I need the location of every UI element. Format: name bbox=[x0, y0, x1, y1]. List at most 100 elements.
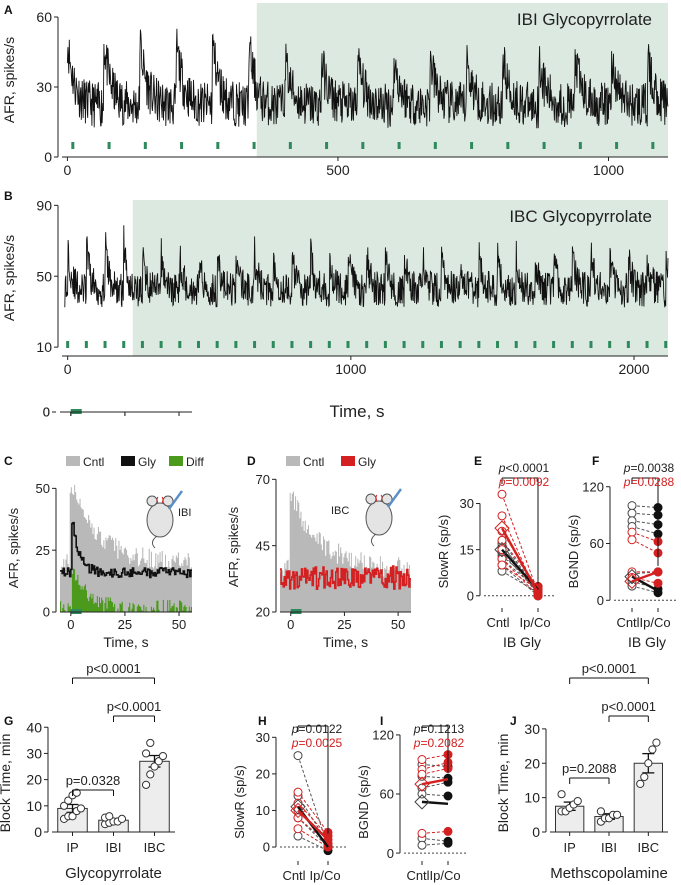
x-tick-label: 50 bbox=[172, 617, 186, 632]
y-tick-label: 20 bbox=[256, 767, 270, 782]
stimulus-marker bbox=[578, 142, 582, 149]
legend-label: Cntl bbox=[83, 455, 104, 469]
pair-line-black bbox=[501, 558, 539, 591]
y-axis-label: BGND (sp/s) bbox=[356, 765, 371, 839]
data-point bbox=[76, 804, 86, 813]
y-tick-label: 60 bbox=[590, 536, 604, 551]
stimulus-marker bbox=[589, 341, 593, 348]
x-category-label: IP bbox=[66, 840, 78, 855]
afr-trace bbox=[64, 225, 669, 308]
stimulus-marker bbox=[533, 341, 537, 348]
y-tick-label: 30 bbox=[256, 730, 270, 745]
stimulus-marker bbox=[346, 341, 350, 348]
data-point bbox=[64, 796, 73, 805]
x-axis-title: Time, s bbox=[103, 634, 148, 650]
x-category-label: IBC bbox=[144, 840, 166, 855]
y-axis-label: SlowR (sp/s) bbox=[232, 765, 247, 839]
panel-label: J bbox=[510, 714, 517, 728]
stimulus-marker bbox=[542, 142, 546, 149]
y-tick-label: 90 bbox=[36, 197, 52, 213]
comparison-p-value: p<0.0001 bbox=[582, 661, 637, 676]
drug-annotation: IBC Glycopyrrolate bbox=[509, 207, 652, 226]
stimulus-marker bbox=[107, 142, 111, 149]
x-category-label: IP bbox=[564, 840, 576, 855]
mean-marker-red bbox=[290, 802, 306, 819]
y-axis-label: Block Time, min bbox=[0, 734, 13, 833]
data-point bbox=[141, 749, 151, 758]
drug-point-red bbox=[443, 826, 453, 836]
panel-label: C bbox=[4, 454, 13, 468]
x-category-label-red: Co bbox=[534, 615, 551, 630]
p-value-black: p=0.1213 bbox=[413, 722, 465, 736]
mean-marker-red bbox=[414, 776, 430, 792]
cntl-point-red bbox=[627, 535, 637, 545]
drug-annotation: IBI Glycopyrrolate bbox=[517, 10, 652, 29]
x-category-label: IBI bbox=[601, 840, 617, 855]
stimulus-marker bbox=[439, 341, 443, 348]
panel-label: F bbox=[592, 454, 599, 468]
stimulus-marker bbox=[271, 341, 275, 348]
data-point bbox=[612, 810, 622, 819]
data-point bbox=[146, 770, 155, 779]
stimulus-marker bbox=[615, 142, 619, 149]
group-label: IB Gly bbox=[628, 634, 666, 650]
y-tick-label: 10 bbox=[26, 798, 42, 814]
y-tick-label: 0 bbox=[597, 593, 604, 608]
gly-histogram bbox=[280, 565, 411, 591]
stimulus-marker bbox=[496, 341, 500, 348]
mean-line-black bbox=[297, 806, 329, 848]
mouse-site-label: IBC bbox=[331, 505, 349, 517]
panel-label: G bbox=[4, 714, 13, 728]
data-point bbox=[154, 757, 163, 766]
stimulus-marker bbox=[159, 341, 163, 348]
x-tick-label: 1000 bbox=[593, 162, 624, 178]
x-tick-label: 25 bbox=[118, 617, 132, 632]
y-tick-label: 0 bbox=[43, 405, 50, 420]
pair-line-black bbox=[631, 525, 659, 535]
cntl-point-black bbox=[417, 840, 427, 850]
electrode-icon bbox=[387, 488, 402, 508]
mouse-tail-icon bbox=[370, 533, 377, 547]
stimulus-marker bbox=[84, 341, 88, 348]
cntl-point-red bbox=[417, 769, 427, 779]
y-tick-label: 40 bbox=[26, 719, 42, 735]
data-point bbox=[141, 780, 151, 789]
data-point bbox=[644, 759, 653, 768]
x-tick-label: 1000 bbox=[335, 361, 366, 377]
legend-swatch bbox=[66, 456, 80, 466]
mean-line-red bbox=[500, 527, 540, 594]
data-point bbox=[640, 772, 649, 782]
x-tick-label: 25 bbox=[337, 617, 351, 632]
y-tick-label: 60 bbox=[380, 787, 394, 802]
x-axis-title: Time, s bbox=[323, 634, 368, 650]
data-point bbox=[158, 751, 168, 761]
p-value-black: p<0.0001 bbox=[498, 461, 550, 475]
data-point bbox=[596, 807, 606, 816]
x-category-label: Ip/ bbox=[640, 615, 655, 630]
data-point bbox=[59, 801, 69, 810]
panel-label: D bbox=[247, 454, 256, 468]
stimulus-marker bbox=[397, 142, 401, 149]
cntl-point-black bbox=[293, 831, 303, 841]
mean-marker-red bbox=[494, 520, 510, 536]
stimulus-marker bbox=[66, 341, 70, 348]
panel-label: A bbox=[4, 3, 13, 17]
pair-line-black bbox=[501, 564, 539, 597]
y-tick-label: 50 bbox=[36, 268, 52, 284]
stimulus-marker bbox=[178, 341, 182, 348]
data-point bbox=[573, 796, 582, 806]
y-axis-label: SlowR (sp/s) bbox=[436, 515, 451, 589]
x-category-label: Cntl bbox=[282, 868, 305, 883]
drug-point-red bbox=[653, 578, 663, 588]
mean-line-red bbox=[297, 809, 329, 841]
bar bbox=[633, 762, 663, 833]
panel-label: E bbox=[474, 454, 482, 468]
legend-swatch bbox=[286, 456, 300, 466]
y-tick-label: 20 bbox=[524, 755, 540, 771]
cntl-point-black bbox=[417, 789, 427, 799]
p-value-red: p=0.0288 bbox=[623, 475, 675, 489]
mouse-vessel-icon bbox=[156, 496, 164, 504]
cntl-point-black bbox=[627, 581, 637, 591]
data-point bbox=[648, 745, 657, 754]
y-tick-label: 60 bbox=[36, 9, 52, 25]
